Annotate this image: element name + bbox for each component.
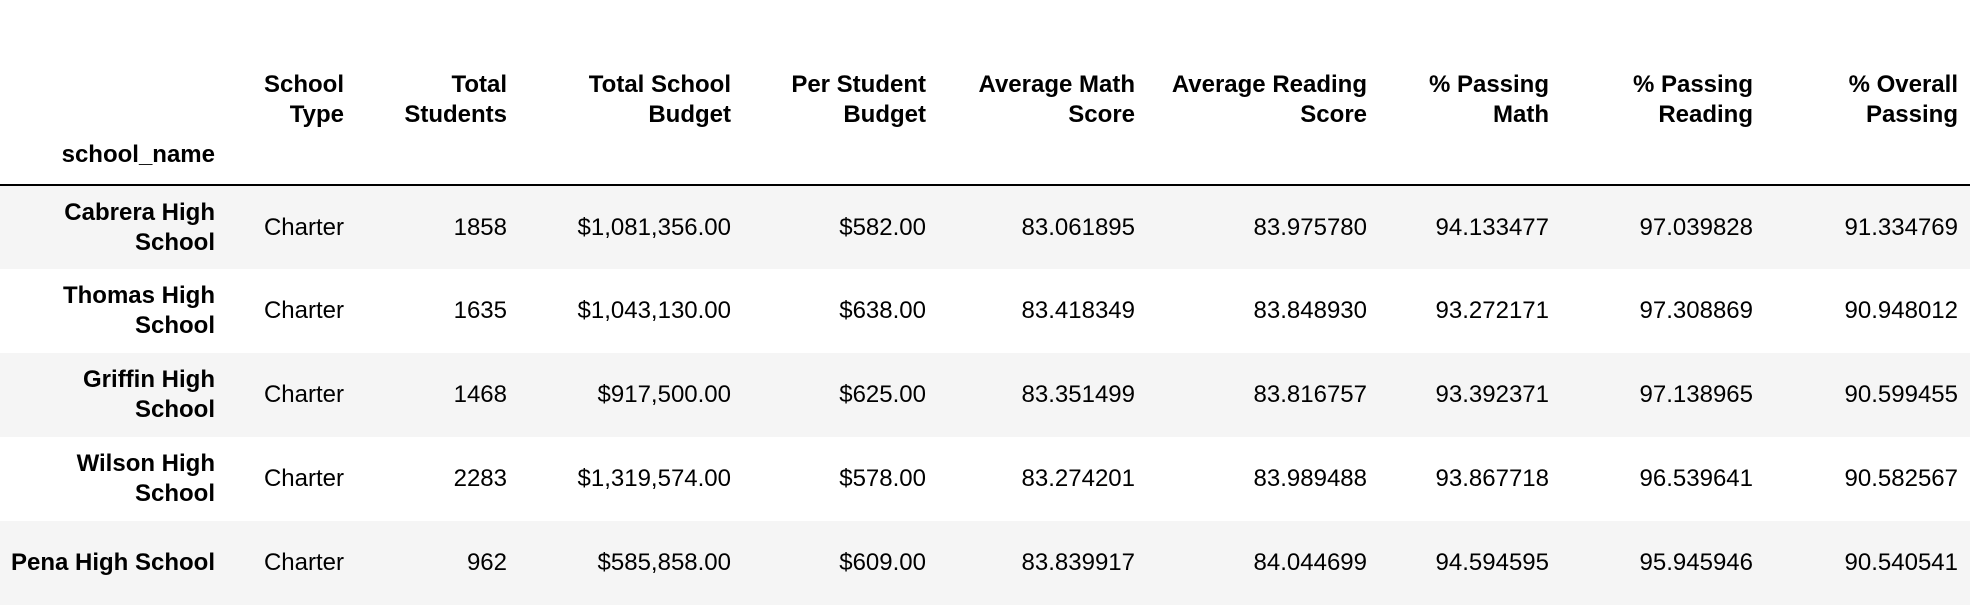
cell-percent-passing-reading: 96.539641 (1639, 465, 1753, 492)
cell-average-reading-score: 83.848930 (1253, 297, 1367, 324)
table-body: Cabrera High School Charter 1858 $1,081,… (0, 185, 1970, 605)
cell-per-student-budget: $582.00 (839, 213, 926, 241)
col-header-percent-passing-math: % Passing Math (1428, 71, 1549, 128)
table-row: Griffin High School Charter 1468 $917,50… (0, 353, 1970, 437)
col-header-total-students: Total Students (404, 71, 507, 128)
cell-school-type: Charter (263, 549, 344, 576)
cell-total-students: 1858 (453, 213, 507, 241)
cell-school-type: Charter (263, 465, 344, 492)
cell-percent-passing-reading: 97.039828 (1639, 213, 1753, 241)
cell-per-student-budget: $638.00 (839, 297, 926, 324)
cell-total-school-budget: $1,081,356.00 (577, 213, 731, 241)
cell-percent-passing-math: 94.133477 (1435, 213, 1549, 241)
cell-percent-overall-passing: 91.334769 (1844, 213, 1958, 241)
cell-school-type: Charter (263, 213, 344, 241)
cell-percent-passing-math: 93.272171 (1435, 297, 1549, 324)
cell-average-math-score: 83.418349 (1021, 297, 1135, 324)
cell-average-math-score: 83.839917 (1021, 549, 1135, 576)
cell-per-student-budget: $578.00 (839, 465, 926, 492)
index-header-row: school_name (0, 130, 1970, 185)
cell-total-school-budget: $1,319,574.00 (577, 465, 731, 492)
row-label: Pena High School (10, 549, 215, 576)
table-row: Thomas High School Charter 1635 $1,043,1… (0, 269, 1970, 353)
cell-percent-overall-passing: 90.599455 (1844, 381, 1958, 408)
col-header-percent-overall-passing: % Overall Passing (1848, 71, 1958, 128)
col-header-per-student-budget: Per Student Budget (791, 71, 926, 128)
index-header-school-name: school_name (61, 141, 215, 168)
cell-average-reading-score: 83.816757 (1253, 381, 1367, 408)
cell-total-school-budget: $1,043,130.00 (577, 297, 731, 324)
row-label: Wilson High School (76, 450, 215, 507)
cell-percent-passing-math: 94.594595 (1435, 549, 1549, 576)
header-blank (0, 0, 227, 130)
col-header-average-math-score: Average Math Score (978, 71, 1136, 128)
cell-average-math-score: 83.351499 (1021, 381, 1135, 408)
cell-total-students: 1635 (453, 297, 507, 324)
row-label: Thomas High School (62, 282, 215, 339)
cell-average-reading-score: 83.989488 (1253, 465, 1367, 492)
cell-average-reading-score: 84.044699 (1253, 549, 1367, 576)
cell-average-math-score: 83.061895 (1021, 213, 1135, 241)
cell-average-reading-score: 83.975780 (1253, 213, 1367, 241)
table-row: Pena High School Charter 962 $585,858.00… (0, 521, 1970, 605)
cell-percent-passing-math: 93.392371 (1435, 381, 1549, 408)
cell-total-students: 2283 (453, 465, 507, 492)
cell-total-school-budget: $917,500.00 (597, 381, 731, 408)
col-header-school-type: School Type (263, 71, 344, 128)
cell-percent-passing-reading: 97.308869 (1639, 297, 1753, 324)
cell-total-students: 962 (466, 549, 507, 576)
cell-school-type: Charter (263, 381, 344, 408)
cell-percent-passing-reading: 95.945946 (1639, 549, 1753, 576)
cell-per-student-budget: $625.00 (839, 381, 926, 408)
col-header-percent-passing-reading: % Passing Reading (1632, 71, 1753, 128)
cell-average-math-score: 83.274201 (1021, 465, 1135, 492)
column-header-row: School Type Total Students Total School … (0, 0, 1970, 130)
col-header-total-school-budget: Total School Budget (588, 71, 731, 128)
col-header-average-reading-score: Average Reading Score (1171, 71, 1367, 128)
cell-per-student-budget: $609.00 (839, 549, 926, 576)
cell-percent-passing-math: 93.867718 (1435, 465, 1549, 492)
table-row: Wilson High School Charter 2283 $1,319,5… (0, 437, 1970, 521)
cell-total-school-budget: $585,858.00 (597, 549, 731, 576)
cell-percent-overall-passing: 90.582567 (1844, 465, 1958, 492)
cell-percent-overall-passing: 90.948012 (1844, 297, 1958, 324)
table-row: Cabrera High School Charter 1858 $1,081,… (0, 185, 1970, 269)
cell-school-type: Charter (263, 297, 344, 324)
cell-total-students: 1468 (453, 381, 507, 408)
cell-percent-overall-passing: 90.540541 (1844, 549, 1958, 576)
cell-percent-passing-reading: 97.138965 (1639, 381, 1753, 408)
table-header: School Type Total Students Total School … (0, 0, 1970, 185)
row-label: Griffin High School (83, 366, 215, 423)
row-label: Cabrera High School (64, 198, 215, 256)
